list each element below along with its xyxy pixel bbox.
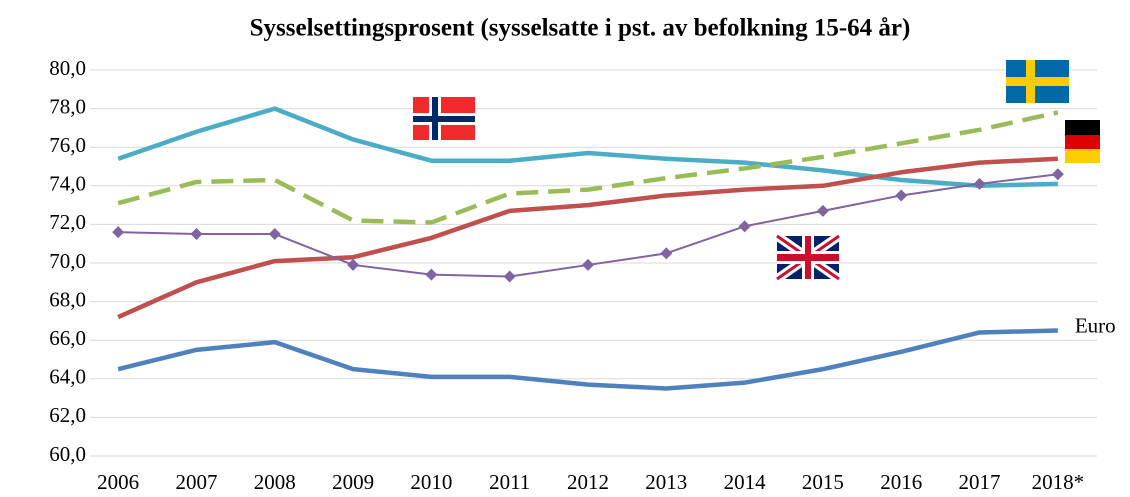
flag-sweden — [1006, 60, 1069, 103]
x-tick-label: 2017 — [959, 470, 1001, 494]
point-marker — [503, 270, 516, 283]
x-tick-label: 2009 — [332, 470, 374, 494]
grid — [90, 69, 1097, 457]
series-line — [117, 106, 1058, 189]
point-marker — [738, 220, 751, 233]
point-marker — [895, 189, 908, 202]
flag-uk — [774, 232, 842, 283]
series-line — [117, 328, 1058, 391]
point-marker — [347, 258, 360, 271]
flag-germany — [1065, 120, 1100, 163]
y-tick-label: 80,0 — [49, 56, 86, 80]
y-tick-label: 74,0 — [49, 172, 86, 196]
x-tick-label: 2018* — [1032, 470, 1085, 494]
x-tick-label: 2016 — [880, 470, 922, 494]
point-marker — [268, 228, 281, 241]
series-line — [117, 110, 1059, 225]
series-line — [117, 156, 1058, 320]
series-label: Euro — [1075, 313, 1116, 337]
lines — [112, 106, 1064, 391]
x-tick-label: 2012 — [567, 470, 609, 494]
point-marker — [425, 268, 438, 281]
flag-norway — [413, 97, 475, 140]
point-marker — [582, 258, 594, 271]
point-marker — [973, 177, 986, 190]
x-tick-label: 2014 — [724, 470, 767, 494]
point-marker — [816, 204, 829, 217]
chart-title: Sysselsettingsprosent (sysselsatte i pst… — [250, 15, 911, 42]
y-tick-label: 76,0 — [49, 133, 86, 157]
point-marker — [1051, 168, 1064, 181]
x-tick-label: 2010 — [410, 470, 452, 494]
y-tick-label: 78,0 — [49, 94, 86, 118]
x-tick-label: 2015 — [802, 470, 844, 494]
y-tick-label: 60,0 — [49, 442, 86, 466]
point-marker — [660, 247, 673, 260]
y-tick-label: 66,0 — [49, 326, 86, 350]
y-tick-label: 72,0 — [49, 210, 86, 234]
x-tick-label: 2013 — [645, 470, 687, 494]
y-tick-label: 68,0 — [49, 287, 86, 311]
x-tick-label: 2007 — [175, 470, 217, 494]
point-marker — [190, 228, 203, 241]
y-tick-label: 70,0 — [49, 249, 86, 273]
y-tick-label: 64,0 — [49, 365, 86, 389]
point-marker — [112, 226, 125, 239]
x-tick-label: 2008 — [254, 470, 296, 494]
x-tick-label: 2006 — [97, 470, 139, 494]
y-tick-label: 62,0 — [49, 403, 86, 427]
x-tick-label: 2011 — [489, 470, 530, 494]
